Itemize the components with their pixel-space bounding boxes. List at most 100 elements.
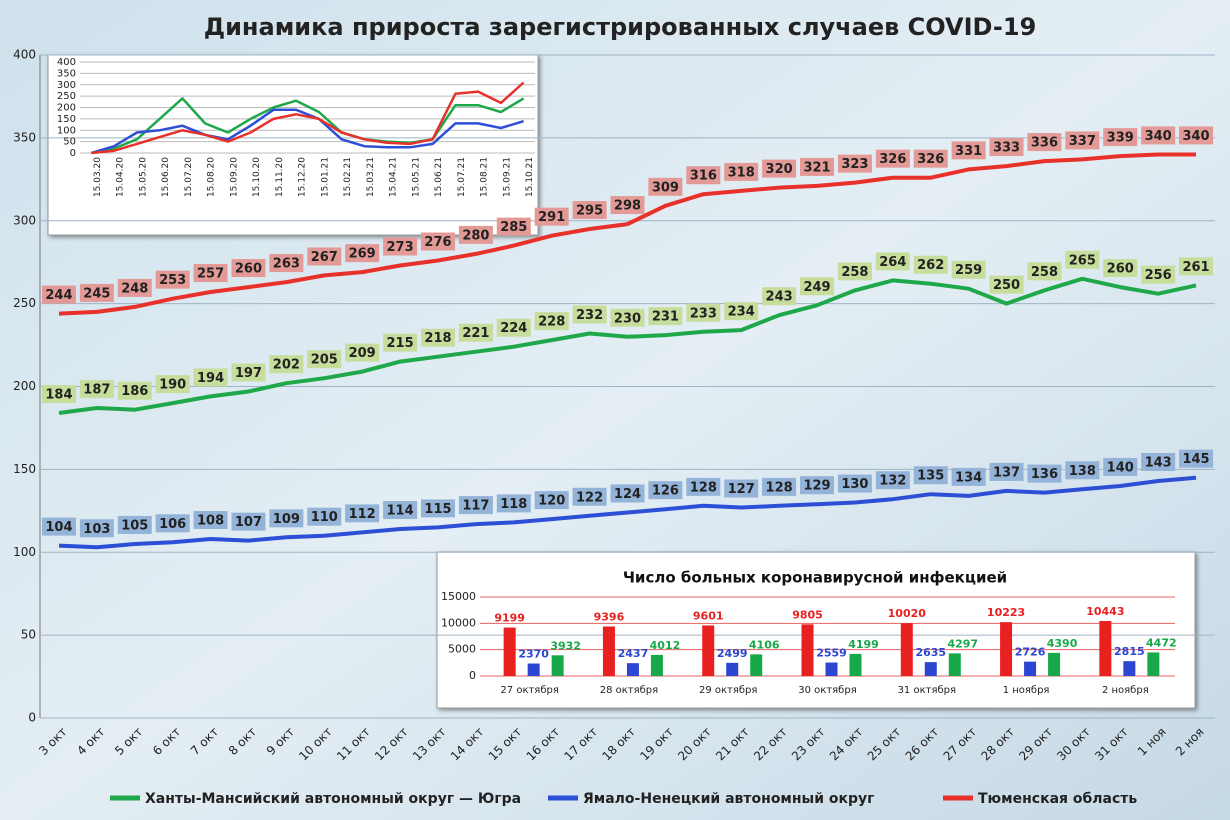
value-label-box xyxy=(79,519,114,538)
inset-title: Число больных коронавирусной инфекцией xyxy=(623,569,1007,587)
value-label: 117 xyxy=(462,499,489,514)
value-label-box xyxy=(117,278,152,297)
value-label-box xyxy=(383,333,418,352)
value-label: 333 xyxy=(993,141,1020,156)
value-label: 129 xyxy=(803,479,830,494)
value-label: 336 xyxy=(1031,136,1058,151)
bar xyxy=(900,623,913,676)
value-label-box xyxy=(1065,131,1100,150)
value-label-box xyxy=(572,487,607,506)
value-label: 2726 xyxy=(1015,646,1046,659)
value-label: 9805 xyxy=(792,608,823,621)
value-label: 138 xyxy=(1069,464,1096,479)
value-label-box xyxy=(458,323,493,342)
value-label: 249 xyxy=(803,280,830,295)
y-tick-label: 400 xyxy=(57,57,76,68)
series-line xyxy=(58,475,1197,550)
series-line xyxy=(58,276,1197,415)
value-label-box xyxy=(41,517,76,536)
value-label-box xyxy=(534,312,569,331)
value-label-box xyxy=(307,247,342,266)
value-label-box xyxy=(117,515,152,534)
value-label-box xyxy=(420,499,455,518)
value-label: 298 xyxy=(614,199,641,214)
value-label-box xyxy=(534,491,569,510)
y-tick-label: 300 xyxy=(57,80,76,91)
value-label: 130 xyxy=(841,477,868,492)
value-label: 4297 xyxy=(947,637,978,650)
value-label: 124 xyxy=(614,487,641,502)
value-label: 120 xyxy=(538,494,565,509)
x-tick-label: 15.10.21 xyxy=(525,157,535,197)
value-label-box xyxy=(345,244,380,263)
value-label: 258 xyxy=(1031,265,1058,280)
value-label: 4012 xyxy=(650,639,681,652)
bar xyxy=(602,626,615,676)
value-label-box xyxy=(496,494,531,513)
value-label: 340 xyxy=(1182,129,1209,144)
value-label: 122 xyxy=(576,490,603,505)
y-tick-label: 150 xyxy=(13,462,36,476)
x-tick-label: 15.06.21 xyxy=(434,157,444,197)
value-label: 340 xyxy=(1145,129,1172,144)
value-label: 280 xyxy=(462,228,489,243)
value-label: 262 xyxy=(917,258,944,273)
value-label-box xyxy=(420,328,455,347)
x-tick-label: 15.08.21 xyxy=(480,157,490,197)
value-label-box xyxy=(496,318,531,337)
value-label-box xyxy=(1141,126,1176,145)
bar xyxy=(1147,652,1160,676)
value-label-box xyxy=(724,479,759,498)
value-label-box xyxy=(155,375,190,394)
x-tick-label: 29 октября xyxy=(699,685,757,696)
value-label-box xyxy=(989,138,1024,157)
value-label-box xyxy=(648,307,683,326)
value-label: 265 xyxy=(1069,253,1096,268)
value-label-box xyxy=(1103,128,1138,147)
value-label: 140 xyxy=(1107,460,1134,475)
value-label: 331 xyxy=(955,144,982,159)
value-label: 187 xyxy=(83,383,110,398)
value-label: 3932 xyxy=(550,639,581,652)
value-label-box xyxy=(79,380,114,399)
value-label-box xyxy=(875,149,910,168)
value-label: 215 xyxy=(387,336,414,351)
value-label: 9601 xyxy=(693,609,724,622)
value-label: 136 xyxy=(1031,467,1058,482)
value-label: 4472 xyxy=(1146,636,1177,649)
value-label-box xyxy=(41,285,76,304)
value-label-box xyxy=(269,254,304,273)
value-label: 145 xyxy=(1182,452,1209,467)
bar xyxy=(1099,621,1112,676)
value-label-box xyxy=(231,512,266,531)
value-label: 10020 xyxy=(888,607,927,620)
value-label-box xyxy=(875,252,910,271)
x-tick-label: 15.03.21 xyxy=(366,157,376,197)
chart-title: Динамика прироста зарегистрированных слу… xyxy=(204,13,1037,41)
value-label: 285 xyxy=(500,220,527,235)
y-tick-label: 5000 xyxy=(448,643,476,656)
value-label-box xyxy=(1065,461,1100,480)
x-tick-label: 15.07.21 xyxy=(457,157,467,197)
value-label: 106 xyxy=(159,517,186,532)
bar xyxy=(702,625,715,676)
value-label: 264 xyxy=(879,255,906,270)
value-label-box xyxy=(1065,250,1100,269)
y-tick-label: 100 xyxy=(13,545,36,559)
legend-label: Тюменская область xyxy=(978,791,1137,807)
bar xyxy=(924,662,937,676)
value-label: 259 xyxy=(955,263,982,278)
value-label-box xyxy=(1141,265,1176,284)
value-label: 295 xyxy=(576,204,603,219)
value-label-box xyxy=(648,481,683,500)
value-label: 114 xyxy=(387,504,414,519)
y-tick-label: 300 xyxy=(13,213,36,227)
value-label-box xyxy=(345,343,380,362)
value-label: 205 xyxy=(311,353,338,368)
value-label: 260 xyxy=(1107,262,1134,277)
x-tick-label: 15.12.20 xyxy=(298,157,308,197)
x-tick-label: 30 октября xyxy=(798,685,856,696)
bar xyxy=(726,662,739,676)
value-label-box xyxy=(572,201,607,220)
value-label: 2437 xyxy=(618,647,649,660)
